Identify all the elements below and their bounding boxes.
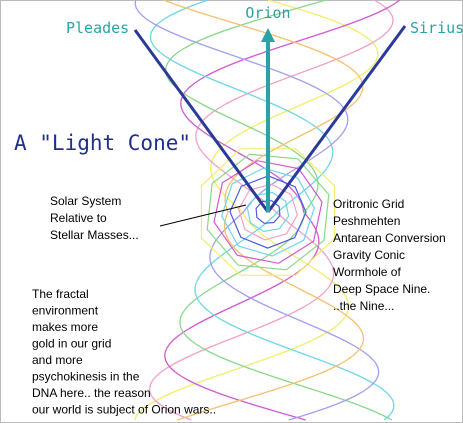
note-line: gold in our grid xyxy=(32,337,111,351)
note-line: psychokinesis in the xyxy=(32,370,140,384)
note-line: The fractal xyxy=(32,287,89,301)
star-label: Sirius xyxy=(410,19,463,37)
note-line: Oritronic Grid xyxy=(333,197,404,211)
note-line: Deep Space Nine. xyxy=(333,282,430,296)
star-label: Orion xyxy=(245,4,290,22)
note-line: Relative to xyxy=(50,211,107,225)
note-line: ..the Nine... xyxy=(333,299,394,313)
note-line: Stellar Masses... xyxy=(50,228,139,242)
note-line: our world is subject of Orion wars.. xyxy=(32,403,216,417)
note-line: DNA here.. the reason xyxy=(32,386,151,400)
scene: Pleades Orion Sirius A "Light Cone" Sola… xyxy=(0,0,463,423)
note-line: makes more xyxy=(32,320,98,334)
star-label: Pleades xyxy=(66,19,129,37)
note-line: and more xyxy=(32,353,83,367)
note-line: Solar System xyxy=(50,194,121,208)
note-line: Peshmehten xyxy=(333,214,400,228)
note-line: Gravity Conic xyxy=(333,248,405,262)
title: A "Light Cone" xyxy=(14,131,191,155)
note-line: Wormhole of xyxy=(333,265,401,279)
note-line: environment xyxy=(32,304,99,318)
note-line: Antarean Conversion xyxy=(333,231,446,245)
